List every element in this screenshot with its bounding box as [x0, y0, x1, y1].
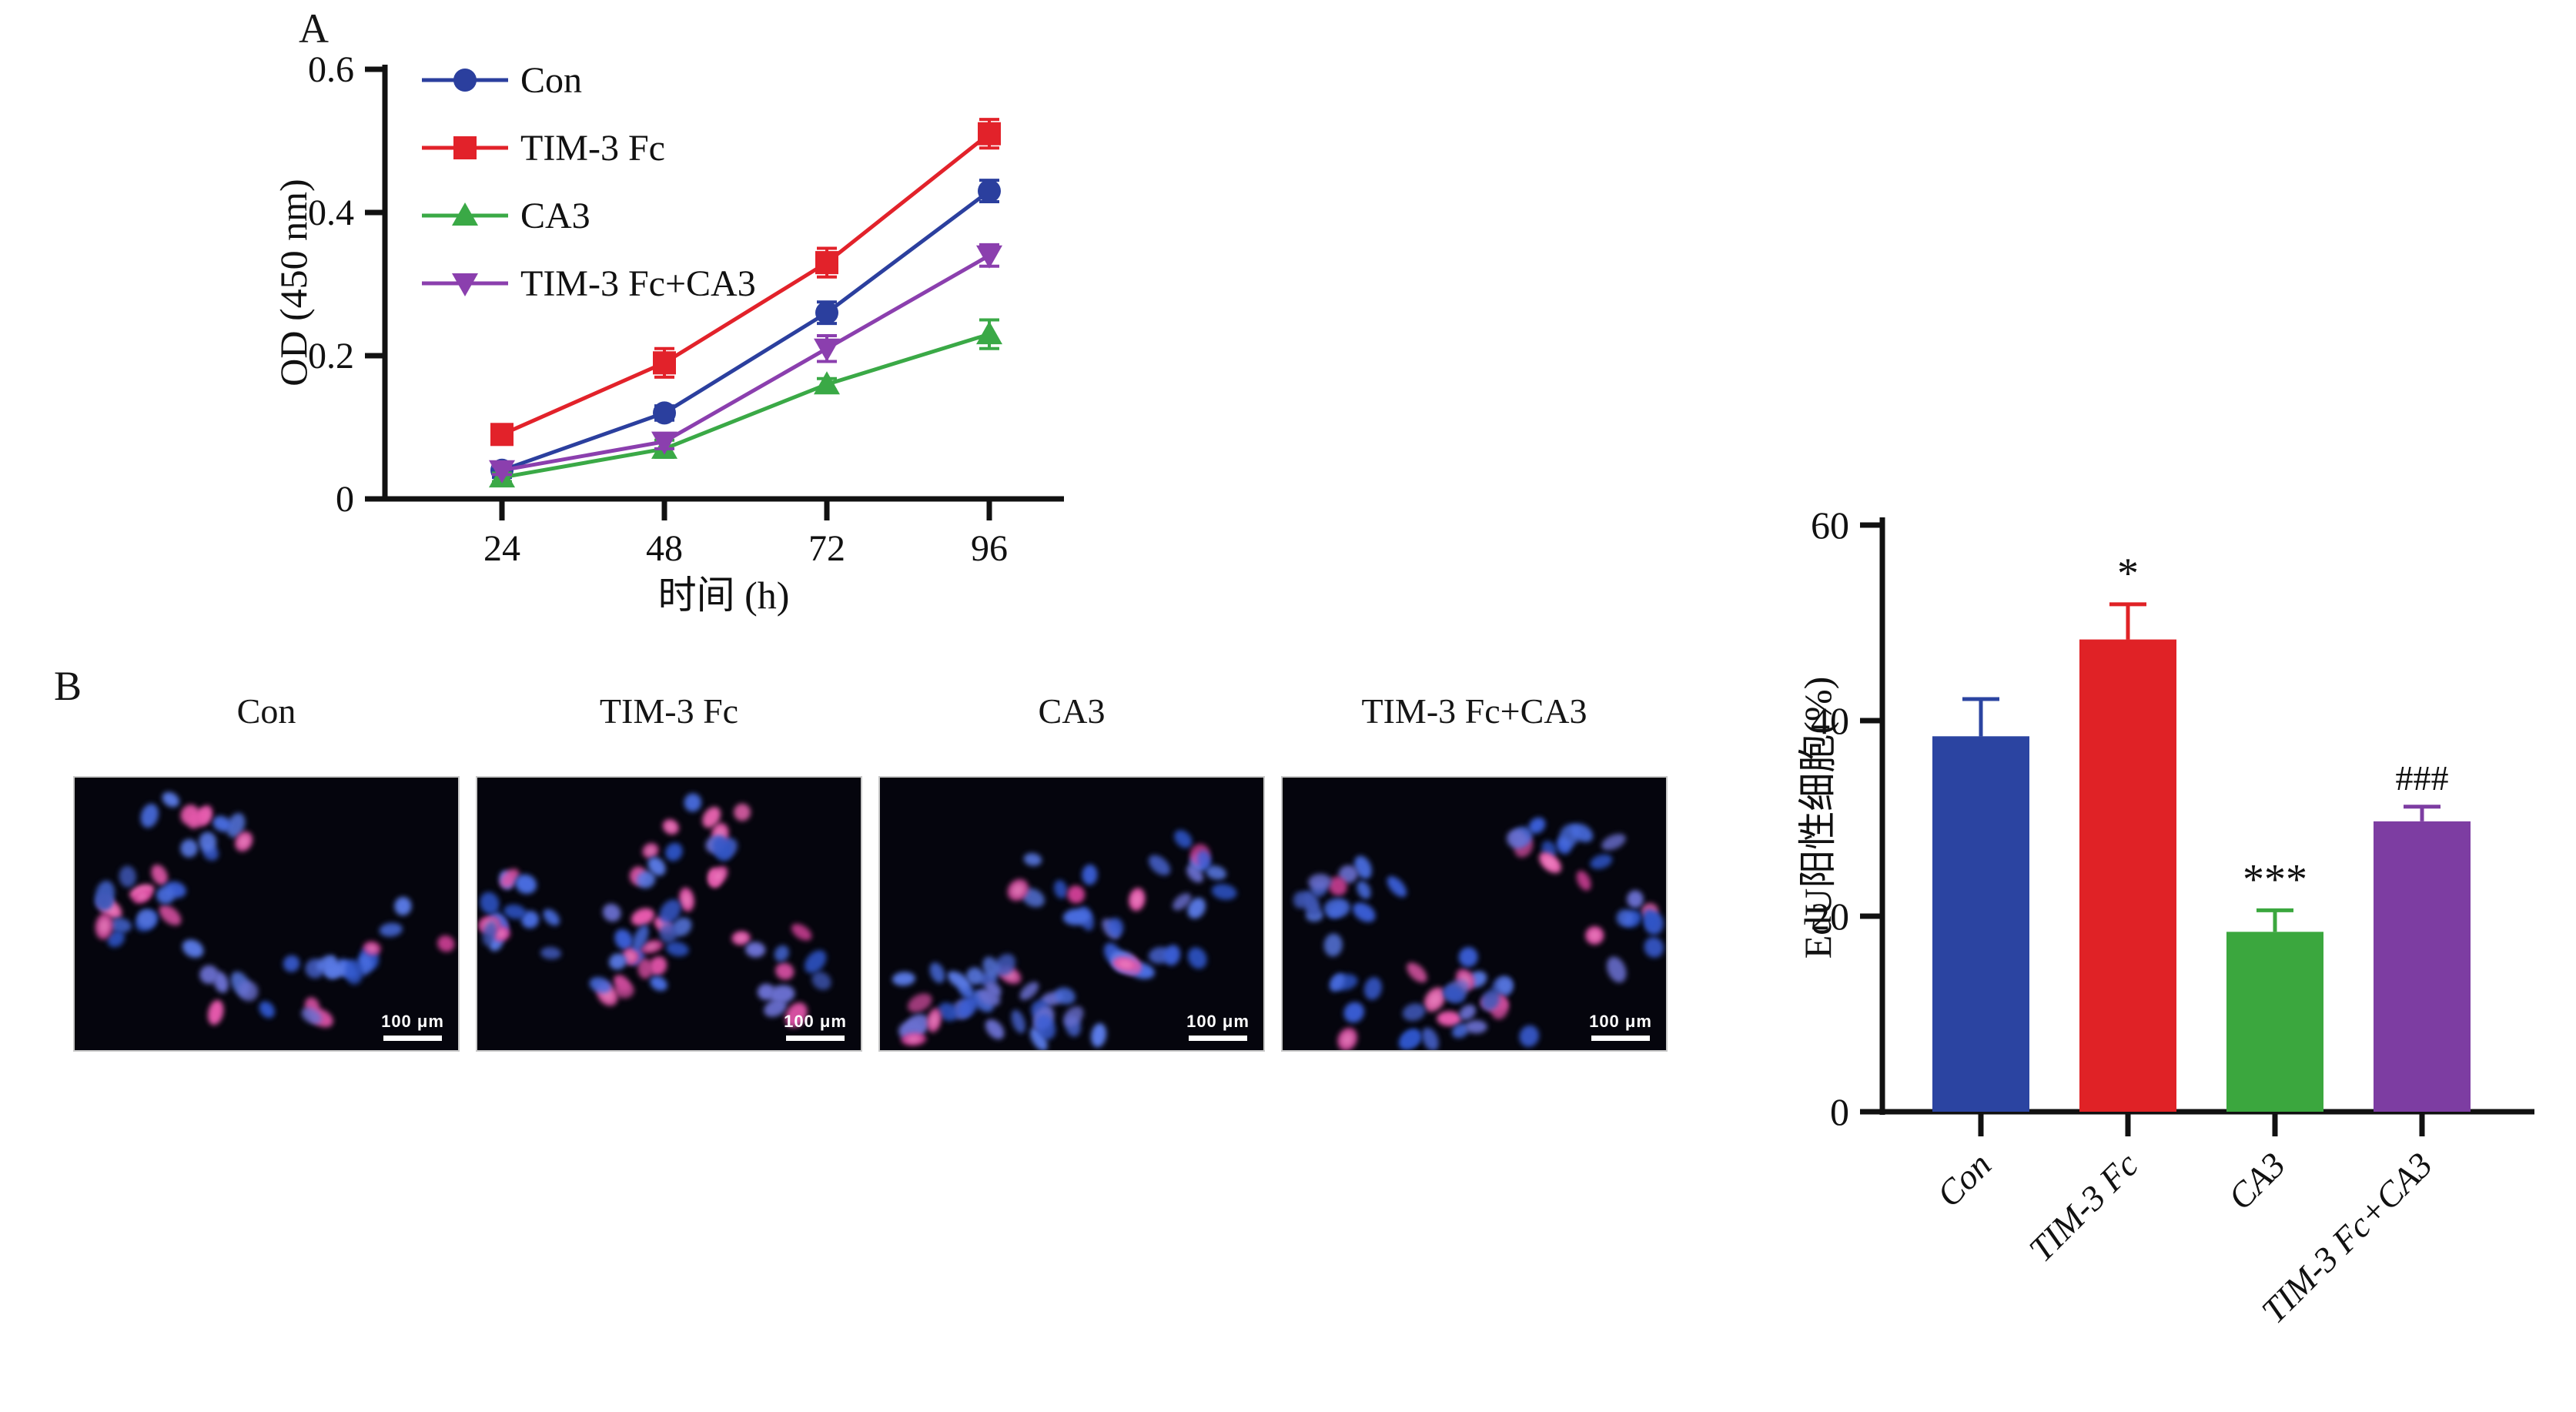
- data-point: [815, 301, 838, 325]
- edu-bar-chart: 0 20 40 60 EdU阳性细胞(%) Con * TIM-3 Fc *** CA3 ### TI…: [1796, 504, 2534, 1330]
- x-tick-label: 24: [483, 528, 520, 569]
- x-category-label-ca3: CA3: [2220, 1145, 2293, 1217]
- x-tick-label: 72: [808, 528, 845, 569]
- significance-tim-3-fc: *: [2117, 550, 2139, 597]
- significance-tim-3-fc-ca3: ###: [2396, 758, 2449, 798]
- fluorescence-cells-layer: [880, 778, 1263, 1050]
- x-category-label-tim-3-fc: TIM-3 Fc: [2021, 1145, 2146, 1270]
- scale-bar: 100 μm: [1183, 1012, 1253, 1041]
- bar-group-tim-3-fc: * TIM-3 Fc: [2021, 550, 2176, 1270]
- data-point: [978, 122, 1001, 146]
- y-tick-label: 0: [1830, 1090, 1849, 1133]
- fluorescence-cells-layer: [1283, 778, 1666, 1050]
- data-point: [490, 423, 514, 447]
- proliferation-line-chart: 0 0.2 0.4 0.6 24 48 72 96 时间 (h) OD (450 nm) Con TI…: [272, 49, 1064, 617]
- scale-bar: 100 μm: [781, 1012, 850, 1041]
- micrograph-con: 100 μm: [73, 776, 460, 1052]
- data-point: [653, 401, 676, 425]
- fluorescence-cells-layer: [477, 778, 861, 1050]
- legend-label: CA3: [520, 196, 590, 236]
- micrograph-label-con: Con: [236, 691, 296, 731]
- data-point: [653, 351, 676, 375]
- scale-bar-line: [786, 1036, 845, 1041]
- data-point: [453, 136, 477, 159]
- legend-item-tim-3-fc: TIM-3 Fc: [422, 128, 665, 169]
- y-tick-label: 0.2: [308, 336, 354, 376]
- bar-group-con: Con: [1929, 697, 2029, 1214]
- data-point: [651, 431, 677, 455]
- scale-bar-text: 100 μm: [381, 1012, 444, 1031]
- y-tick-label: 0.6: [308, 49, 354, 90]
- data-point: [489, 460, 515, 483]
- line-chart-legend: Con TIM-3 Fc CA3 TIM-3 Fc+CA3: [422, 60, 756, 304]
- micrograph-label-tim-3-fc-ca3: TIM-3 Fc+CA3: [1361, 691, 1587, 731]
- bar-con: [1932, 736, 2029, 1112]
- series-tim-3-fc: [490, 118, 1001, 447]
- series-line: [501, 189, 991, 473]
- micrograph-tim-3-fc-ca3: 100 μm: [1281, 776, 1668, 1052]
- x-tick-label: 96: [971, 528, 1008, 569]
- cells: [478, 793, 831, 1028]
- data-point: [452, 273, 478, 296]
- cells: [95, 791, 455, 1028]
- legend-item-con: Con: [422, 60, 582, 101]
- series-ca3: [489, 318, 1002, 488]
- data-point: [452, 202, 478, 226]
- x-axis-title: 时间 (h): [658, 574, 790, 617]
- data-point: [814, 338, 840, 362]
- scale-bar-text: 100 μm: [1186, 1012, 1250, 1031]
- data-point: [978, 179, 1001, 203]
- data-point: [814, 371, 840, 395]
- x-tick-label: 48: [646, 528, 683, 569]
- legend-label: TIM-3 Fc: [520, 128, 665, 169]
- data-point: [976, 321, 1002, 345]
- legend-item-ca3: CA3: [422, 196, 590, 236]
- line-chart-axes: 0 0.2 0.4 0.6 24 48 72 96: [308, 49, 1064, 569]
- micrograph-ca3: 100 μm: [878, 776, 1265, 1052]
- y-tick-label: 40: [1811, 699, 1849, 742]
- scale-bar-text: 100 μm: [1589, 1012, 1652, 1031]
- y-tick-label: 0: [336, 479, 354, 520]
- scale-bar-text: 100 μm: [784, 1012, 847, 1031]
- bar-tim-3-fc: [2079, 639, 2176, 1112]
- legend-item-tim-3-fc-ca3: TIM-3 Fc+CA3: [422, 263, 756, 304]
- y-axis-title: EdU阳性细胞(%): [1796, 677, 1839, 959]
- series-tim-3-fc-ca3: [489, 243, 1002, 483]
- y-axis-title: OD (450 nm): [272, 179, 315, 386]
- micrograph-label-tim-3-fc: TIM-3 Fc: [599, 691, 739, 731]
- bar-group-ca3: *** CA3: [2220, 855, 2323, 1217]
- series-line: [500, 132, 991, 437]
- scale-bar: 100 μm: [1586, 1012, 1655, 1041]
- fluorescence-cells-layer: [75, 778, 458, 1050]
- data-point: [976, 245, 1002, 269]
- micrograph-label-ca3: CA3: [1038, 691, 1106, 731]
- bar-ca3: [2226, 932, 2323, 1112]
- panel-a-label: A: [299, 5, 329, 52]
- x-category-label-con: Con: [1929, 1145, 1999, 1214]
- data-point: [815, 251, 838, 275]
- significance-ca3: ***: [2243, 855, 2307, 903]
- legend-label: Con: [520, 60, 582, 101]
- y-tick-label: 20: [1811, 895, 1849, 938]
- y-tick-label: 0.4: [308, 192, 354, 233]
- series-line: [501, 332, 990, 480]
- scale-bar-line: [383, 1036, 442, 1041]
- legend-label: TIM-3 Fc+CA3: [520, 263, 756, 304]
- micrograph-tim-3-fc: 100 μm: [476, 776, 862, 1052]
- series-line: [501, 253, 991, 473]
- cells: [1293, 817, 1664, 1050]
- data-point: [453, 69, 477, 92]
- scale-bar: 100 μm: [378, 1012, 447, 1041]
- panel-b-label: B: [54, 663, 82, 709]
- cells: [892, 830, 1237, 1050]
- y-tick-label: 60: [1811, 504, 1849, 547]
- scale-bar-line: [1189, 1036, 1247, 1041]
- scale-bar-line: [1591, 1036, 1650, 1041]
- bar-tim-3-fc-ca3: [2374, 821, 2471, 1112]
